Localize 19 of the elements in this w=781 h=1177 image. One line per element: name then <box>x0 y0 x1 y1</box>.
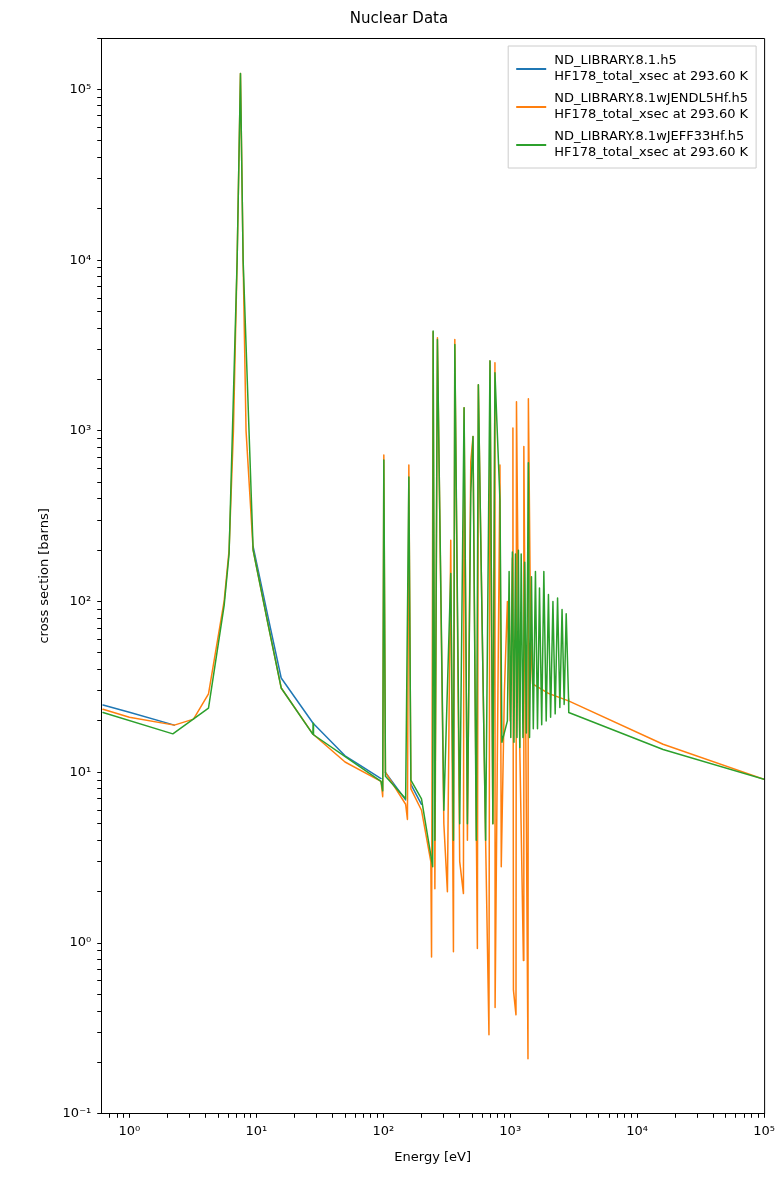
y-tick-label: 10² <box>69 592 92 608</box>
y-tick-label: 10⁰ <box>69 934 92 950</box>
x-tick-label: 10¹ <box>245 1122 268 1138</box>
x-axis-title: Energy [eV] <box>394 1148 472 1164</box>
y-tick-label: 10¹ <box>69 763 92 779</box>
x-tick-label: 10⁰ <box>118 1122 141 1138</box>
x-tick-label: 10² <box>372 1122 395 1138</box>
y-tick-label: 10⁴ <box>69 251 92 267</box>
x-tick-label: 10³ <box>499 1122 522 1138</box>
y-tick-label: 10⁻¹ <box>62 1105 92 1121</box>
y-tick-label: 10³ <box>69 422 92 438</box>
legend-label: ND_LIBRARY.8.1wJEFF33Hf.h5 HF178_total_xsec at 293.60 K <box>554 128 749 160</box>
x-tick-label: 10⁴ <box>626 1122 649 1138</box>
y-axis-title: cross section [barns] <box>36 508 52 644</box>
chart-title: Nuclear Data <box>349 8 449 27</box>
legend-label: ND_LIBRARY.8.1wJENDL5Hf.h5 HF178_total_xsec at 293.60 K <box>554 90 749 122</box>
x-tick-label: 10⁵ <box>753 1122 776 1138</box>
y-tick-label: 10⁵ <box>69 80 92 96</box>
legend-label: ND_LIBRARY.8.1.h5 HF178_total_xsec at 293.60 K <box>554 52 749 84</box>
